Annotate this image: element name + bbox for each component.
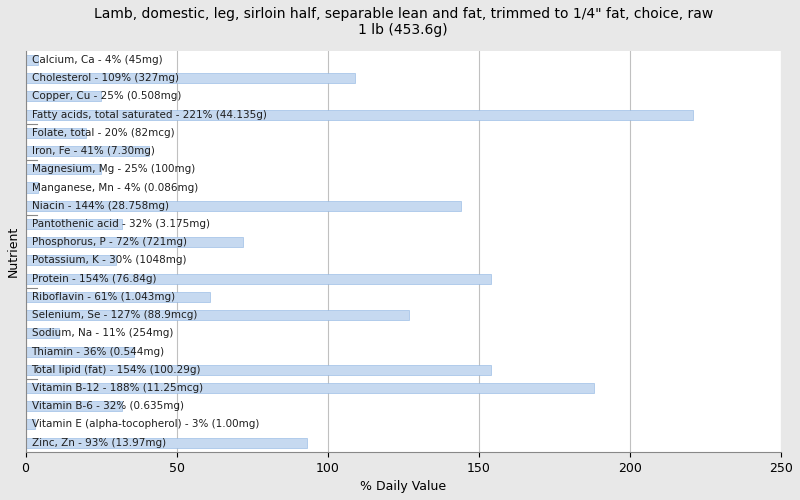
Text: Vitamin E (alpha-tocopherol) - 3% (1.00mg): Vitamin E (alpha-tocopherol) - 3% (1.00m… <box>31 420 259 430</box>
Bar <box>26 182 38 192</box>
Text: Total lipid (fat) - 154% (100.29g): Total lipid (fat) - 154% (100.29g) <box>31 365 201 375</box>
Bar <box>26 346 134 356</box>
Text: Thiamin - 36% (0.544mg): Thiamin - 36% (0.544mg) <box>31 346 165 356</box>
Bar <box>26 92 101 102</box>
Text: Phosphorus, P - 72% (721mg): Phosphorus, P - 72% (721mg) <box>31 237 186 247</box>
Text: Zinc, Zn - 93% (13.97mg): Zinc, Zn - 93% (13.97mg) <box>31 438 166 448</box>
Bar <box>26 364 491 375</box>
Text: Iron, Fe - 41% (7.30mg): Iron, Fe - 41% (7.30mg) <box>31 146 154 156</box>
Text: Protein - 154% (76.84g): Protein - 154% (76.84g) <box>31 274 156 283</box>
Text: Vitamin B-12 - 188% (11.25mcg): Vitamin B-12 - 188% (11.25mcg) <box>31 383 202 393</box>
Text: Cholesterol - 109% (327mg): Cholesterol - 109% (327mg) <box>31 73 178 83</box>
Y-axis label: Nutrient: Nutrient <box>7 226 20 277</box>
X-axis label: % Daily Value: % Daily Value <box>360 480 446 493</box>
Bar <box>26 256 116 266</box>
Text: Calcium, Ca - 4% (45mg): Calcium, Ca - 4% (45mg) <box>31 55 162 65</box>
Bar <box>26 328 58 338</box>
Text: Pantothenic acid - 32% (3.175mg): Pantothenic acid - 32% (3.175mg) <box>31 219 210 229</box>
Text: Vitamin B-6 - 32% (0.635mg): Vitamin B-6 - 32% (0.635mg) <box>31 401 183 411</box>
Bar <box>26 200 461 210</box>
Bar <box>26 401 122 411</box>
Bar <box>26 310 410 320</box>
Bar <box>26 237 243 247</box>
Bar <box>26 219 122 229</box>
Bar <box>26 438 306 448</box>
Text: Sodium, Na - 11% (254mg): Sodium, Na - 11% (254mg) <box>31 328 173 338</box>
Bar <box>26 420 34 430</box>
Title: Lamb, domestic, leg, sirloin half, separable lean and fat, trimmed to 1/4" fat, : Lamb, domestic, leg, sirloin half, separ… <box>94 7 713 37</box>
Text: Potassium, K - 30% (1048mg): Potassium, K - 30% (1048mg) <box>31 256 186 266</box>
Text: Selenium, Se - 127% (88.9mcg): Selenium, Se - 127% (88.9mcg) <box>31 310 197 320</box>
Bar <box>26 55 38 65</box>
Bar <box>26 292 210 302</box>
Bar <box>26 383 594 393</box>
Text: Copper, Cu - 25% (0.508mg): Copper, Cu - 25% (0.508mg) <box>31 92 181 102</box>
Bar <box>26 73 355 83</box>
Text: Manganese, Mn - 4% (0.086mg): Manganese, Mn - 4% (0.086mg) <box>31 182 198 192</box>
Bar <box>26 274 491 283</box>
Bar <box>26 110 694 120</box>
Bar <box>26 146 150 156</box>
Bar <box>26 128 86 138</box>
Text: Magnesium, Mg - 25% (100mg): Magnesium, Mg - 25% (100mg) <box>31 164 194 174</box>
Text: Niacin - 144% (28.758mg): Niacin - 144% (28.758mg) <box>31 200 169 210</box>
Text: Riboflavin - 61% (1.043mg): Riboflavin - 61% (1.043mg) <box>31 292 174 302</box>
Text: Folate, total - 20% (82mcg): Folate, total - 20% (82mcg) <box>31 128 174 138</box>
Text: Fatty acids, total saturated - 221% (44.135g): Fatty acids, total saturated - 221% (44.… <box>31 110 266 120</box>
Bar <box>26 164 101 174</box>
